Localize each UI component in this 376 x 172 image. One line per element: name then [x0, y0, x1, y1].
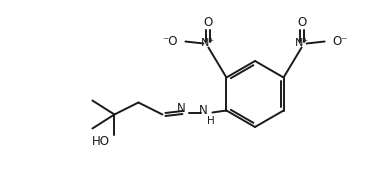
Text: O: O	[204, 16, 213, 29]
Text: ⁻O: ⁻O	[162, 35, 177, 48]
Text: N: N	[199, 104, 208, 117]
Text: H: H	[206, 116, 214, 126]
Text: N⁺: N⁺	[201, 39, 215, 49]
Text: N⁺: N⁺	[294, 39, 309, 49]
Text: N: N	[177, 102, 185, 115]
Text: O: O	[297, 16, 306, 29]
Text: O⁻: O⁻	[333, 35, 348, 48]
Text: HO: HO	[91, 135, 109, 148]
